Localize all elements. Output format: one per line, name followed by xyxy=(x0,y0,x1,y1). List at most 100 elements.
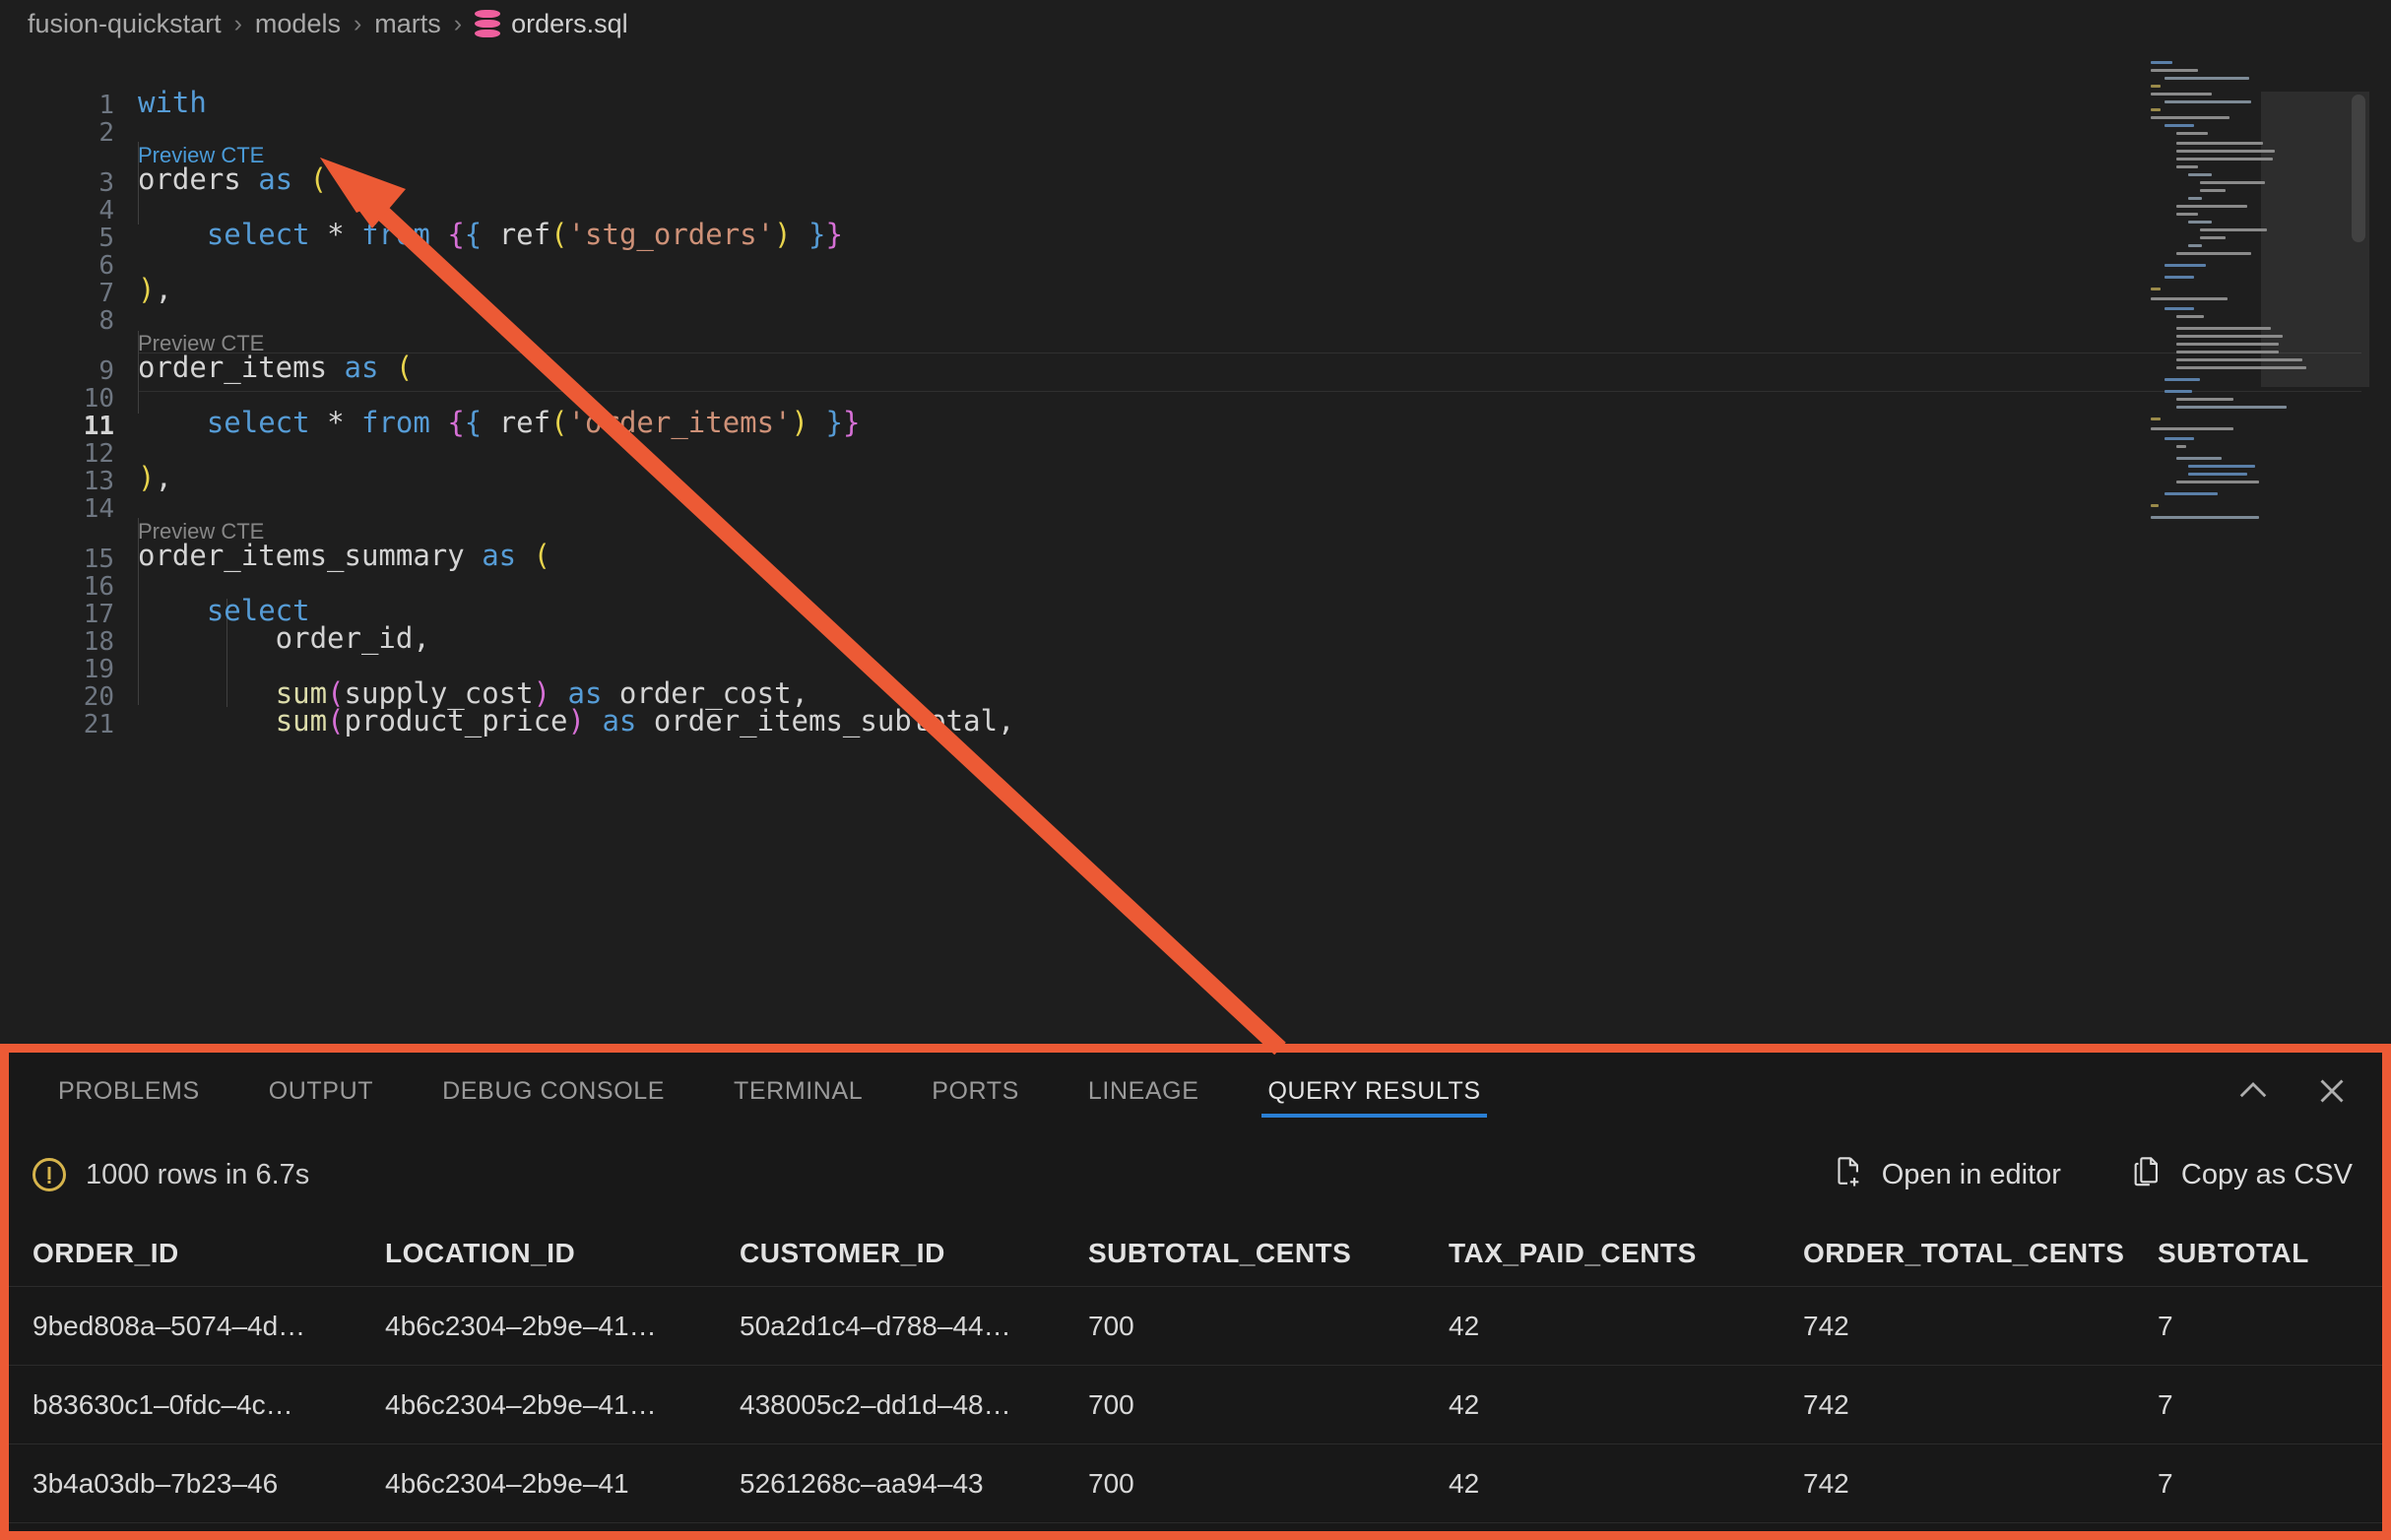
minimap-viewport-slider[interactable] xyxy=(2261,92,2369,387)
line-number-active: 11 xyxy=(83,412,114,441)
code-line-9: order_items as ( xyxy=(138,351,414,384)
line-number: 15 xyxy=(83,545,114,574)
cell-order-id: b83630c1–0fdc–4c… xyxy=(32,1388,293,1420)
code-line-18: order_id, xyxy=(138,621,430,655)
breadcrumb[interactable]: fusion-quickstart › models › marts › ord… xyxy=(0,0,2391,47)
code-line-21: sum(product_price) as order_items_subtot… xyxy=(275,704,1015,738)
cell-customer-id: 438005c2–dd1d–48… xyxy=(740,1388,1011,1420)
breadcrumb-separator: › xyxy=(233,9,242,37)
line-number: 21 xyxy=(83,710,114,739)
column-header-subtotal[interactable]: SUBTOTAL xyxy=(2158,1237,2309,1268)
line-number: 14 xyxy=(83,494,114,524)
table-header-row: ORDER_ID LOCATION_ID CUSTOMER_ID SUBTOTA… xyxy=(9,1220,2382,1287)
cell-order-total-cents: 742 xyxy=(1803,1310,1849,1341)
active-line-highlight xyxy=(138,353,2361,392)
column-header-customer-id[interactable]: CUSTOMER_ID xyxy=(740,1237,945,1268)
line-number: 20 xyxy=(83,682,114,712)
tab-output[interactable]: OUTPUT xyxy=(268,1076,374,1105)
cell-customer-id: 5261268c–aa94–43 xyxy=(740,1467,984,1499)
table-row[interactable]: b83630c1–0fdc–4c… 4b6c2304–2b9e–41… 4380… xyxy=(9,1366,2382,1444)
query-results-table[interactable]: ORDER_ID LOCATION_ID CUSTOMER_ID SUBTOTA… xyxy=(9,1220,2382,1531)
column-header-order-id[interactable]: ORDER_ID xyxy=(32,1237,179,1268)
tab-problems[interactable]: PROBLEMS xyxy=(58,1076,200,1105)
line-number: 19 xyxy=(83,655,114,684)
line-number: 9 xyxy=(98,356,114,386)
new-file-icon xyxy=(1831,1154,1864,1195)
copy-icon xyxy=(2130,1154,2164,1195)
code-line-11: select * from {{ ref('order_items') }} xyxy=(206,406,861,439)
code-editor[interactable]: 1 2 3 4 5 6 7 8 9 10 11 12 13 14 15 16 1… xyxy=(0,47,2391,1044)
code-line-5: select * from {{ ref('stg_orders') }} xyxy=(206,218,843,251)
panel-tab-bar: PROBLEMS OUTPUT DEBUG CONSOLE TERMINAL P… xyxy=(9,1053,2382,1129)
cell-tax-paid-cents: 42 xyxy=(1449,1310,1480,1341)
line-number: 1 xyxy=(98,91,114,120)
cell-subtotal-cents: 700 xyxy=(1088,1310,1134,1341)
cell-location-id: 4b6c2304–2b9e–41… xyxy=(385,1310,657,1341)
result-actions: Open in editor Copy as CSV xyxy=(1831,1129,2353,1220)
cell-subtotal: 7 xyxy=(2158,1310,2173,1341)
line-number: 2 xyxy=(98,118,114,148)
cell-tax-paid-cents: 42 xyxy=(1449,1467,1480,1499)
line-number: 16 xyxy=(83,572,114,602)
table-row[interactable]: 9bed808a–5074–4d… 4b6c2304–2b9e–41… 50a2… xyxy=(9,1287,2382,1366)
database-icon xyxy=(475,10,501,37)
code-line-7: ), xyxy=(138,273,172,306)
line-number: 4 xyxy=(98,196,114,225)
tab-ports[interactable]: PORTS xyxy=(932,1076,1019,1105)
open-in-editor-label: Open in editor xyxy=(1881,1158,2061,1190)
preview-cte-codelens[interactable]: Preview CTE xyxy=(138,519,265,544)
breadcrumb-segment-models[interactable]: models xyxy=(254,8,341,38)
tab-query-results[interactable]: QUERY RESULTS xyxy=(1248,1053,1500,1129)
copy-as-csv-button[interactable]: Copy as CSV xyxy=(2130,1154,2353,1195)
cell-location-id: 4b6c2304–2b9e–41 xyxy=(385,1467,629,1499)
editor-minimap[interactable] xyxy=(2143,47,2369,1044)
copy-as-csv-label: Copy as CSV xyxy=(2180,1158,2353,1190)
indent-guide xyxy=(138,142,139,225)
cell-location-id: 4b6c2304–2b9e–41… xyxy=(385,1388,657,1420)
query-status-row: 1000 rows in 6.7s Open in editor xyxy=(9,1129,2382,1220)
preview-cte-codelens[interactable]: Preview CTE xyxy=(138,143,265,167)
close-icon[interactable] xyxy=(2311,1070,2353,1112)
line-number: 10 xyxy=(83,384,114,414)
open-in-editor-button[interactable]: Open in editor xyxy=(1831,1154,2061,1195)
tab-debug-console[interactable]: DEBUG CONSOLE xyxy=(442,1076,666,1105)
column-header-order-total-cents[interactable]: ORDER_TOTAL_CENTS xyxy=(1803,1237,2125,1268)
line-number: 7 xyxy=(98,279,114,308)
cell-order-id: 3b4a03db–7b23–46 xyxy=(32,1467,279,1499)
line-number: 17 xyxy=(83,600,114,629)
warning-icon xyxy=(32,1158,66,1191)
line-number-gutter: 1 2 3 4 5 6 7 8 9 10 11 12 13 14 15 16 1… xyxy=(0,47,138,1044)
editor-scrollbar[interactable] xyxy=(2352,95,2365,242)
line-number: 18 xyxy=(83,627,114,657)
indent-guide xyxy=(138,331,139,414)
breadcrumb-separator: › xyxy=(453,9,463,37)
breadcrumb-segment-marts[interactable]: marts xyxy=(374,8,441,38)
column-header-tax-paid-cents[interactable]: TAX_PAID_CENTS xyxy=(1449,1237,1697,1268)
column-header-location-id[interactable]: LOCATION_ID xyxy=(385,1237,576,1268)
breadcrumb-file-name[interactable]: orders.sql xyxy=(511,8,628,38)
line-number: 5 xyxy=(98,224,114,253)
cell-order-total-cents: 742 xyxy=(1803,1388,1849,1420)
cell-order-id: 9bed808a–5074–4d… xyxy=(32,1310,306,1341)
tab-terminal[interactable]: TERMINAL xyxy=(734,1076,864,1105)
preview-cte-codelens[interactable]: Preview CTE xyxy=(138,331,265,355)
code-line-3: orders as ( xyxy=(138,162,328,196)
cell-order-total-cents: 742 xyxy=(1803,1467,1849,1499)
code-line-17: select xyxy=(206,594,310,627)
cell-subtotal: 7 xyxy=(2158,1388,2173,1420)
row-count-status: 1000 rows in 6.7s xyxy=(86,1158,310,1190)
cell-subtotal: 7 xyxy=(2158,1467,2173,1499)
table-row[interactable]: 3b4a03db–7b23–46 4b6c2304–2b9e–41 526126… xyxy=(9,1444,2382,1523)
chevron-up-icon[interactable] xyxy=(2232,1070,2274,1112)
code-line-15: order_items_summary as ( xyxy=(138,539,551,572)
tab-lineage[interactable]: LINEAGE xyxy=(1087,1076,1199,1105)
column-header-subtotal-cents[interactable]: SUBTOTAL_CENTS xyxy=(1088,1237,1352,1268)
breadcrumb-separator: › xyxy=(353,9,362,37)
cell-customer-id: 50a2d1c4–d788–44… xyxy=(740,1310,1011,1341)
line-number: 12 xyxy=(83,439,114,469)
indent-guide xyxy=(138,518,139,705)
code-content[interactable]: with Preview CTE orders as ( select * fr… xyxy=(138,47,2391,1044)
bottom-panel: PROBLEMS OUTPUT DEBUG CONSOLE TERMINAL P… xyxy=(0,1044,2391,1540)
breadcrumb-segment-project[interactable]: fusion-quickstart xyxy=(28,8,222,38)
